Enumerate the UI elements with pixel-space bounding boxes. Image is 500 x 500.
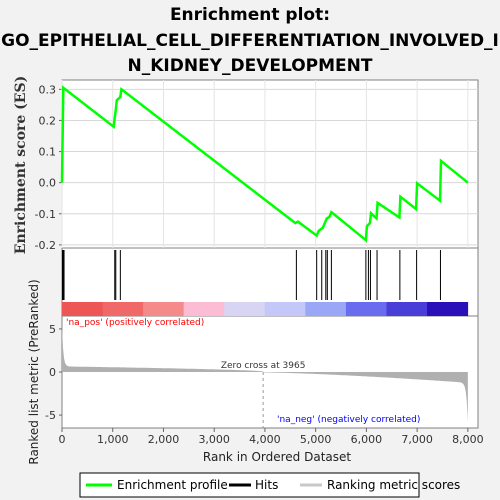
x-tick-label: 3,000 <box>198 433 230 446</box>
es-tick-label: 0.0 <box>39 177 57 190</box>
es-tick-label: -0.2 <box>35 239 56 252</box>
heatmap-segment <box>103 302 144 316</box>
x-tick-label: 5,000 <box>300 433 332 446</box>
heatmap-segment <box>265 302 306 316</box>
metric-y-ticks: 5 0 -5 <box>45 323 62 422</box>
es-tick-label: 0.3 <box>39 83 57 96</box>
heatmap-segment <box>143 302 184 316</box>
na-pos-label: 'na_pos' (positively correlated) <box>66 318 204 328</box>
es-tick-label: 0.1 <box>39 146 57 159</box>
metric-axis-title: Ranked list metric (PreRanked) <box>27 279 41 464</box>
heatmap-segment <box>224 302 265 316</box>
x-tick-label: 0 <box>59 433 66 446</box>
na-neg-label: 'na_neg' (negatively correlated) <box>277 415 420 425</box>
heatmap-segment <box>427 302 468 316</box>
zero-cross-label: Zero cross at 3965 <box>221 361 306 371</box>
heatmap-segment <box>184 302 225 316</box>
x-tick-label: 8,000 <box>452 433 484 446</box>
legend-label-hits: Hits <box>255 478 278 492</box>
x-tick-label: 1,000 <box>97 433 129 446</box>
x-tick-label: 4,000 <box>249 433 281 446</box>
heatmap-segment <box>62 302 103 316</box>
chart-title-line-1: Enrichment plot: <box>170 5 330 25</box>
x-tick-label: 7,000 <box>401 433 433 446</box>
ranking-heatmap-bar <box>62 302 468 316</box>
es-axis-title: Enrichment score (ES) <box>13 76 29 254</box>
metric-tick-label: 5 <box>49 323 56 336</box>
es-panel <box>62 80 478 248</box>
x-tick-label: 6,000 <box>351 433 383 446</box>
heatmap-segment <box>346 302 387 316</box>
metric-tick-label: -5 <box>45 409 56 422</box>
chart-title-line-2: GO_EPITHELIAL_CELL_DIFFERENTIATION_INVOL… <box>1 31 499 51</box>
chart-title-line-3: N_KIDNEY_DEVELOPMENT <box>128 56 373 76</box>
legend-label-ranking: Ranking metric scores <box>327 478 460 492</box>
x-axis-title: Rank in Ordered Dataset <box>203 450 351 464</box>
es-y-ticks: 0.3 0.2 0.1 0.0 -0.1 -0.2 <box>35 83 56 252</box>
es-tick-label: 0.2 <box>39 114 57 127</box>
heatmap-segment <box>386 302 427 316</box>
x-tick-label: 2,000 <box>148 433 180 446</box>
legend-label-enrichment: Enrichment profile <box>117 478 228 492</box>
legend: Enrichment profile Hits Ranking metric s… <box>80 473 460 497</box>
heatmap-segment <box>305 302 346 316</box>
es-tick-label: -0.1 <box>35 208 56 221</box>
x-axis-ticks: 0 1,000 2,000 3,000 4,000 5,000 6,000 7,000 8,00… <box>59 428 484 446</box>
metric-tick-label: 0 <box>49 366 56 379</box>
